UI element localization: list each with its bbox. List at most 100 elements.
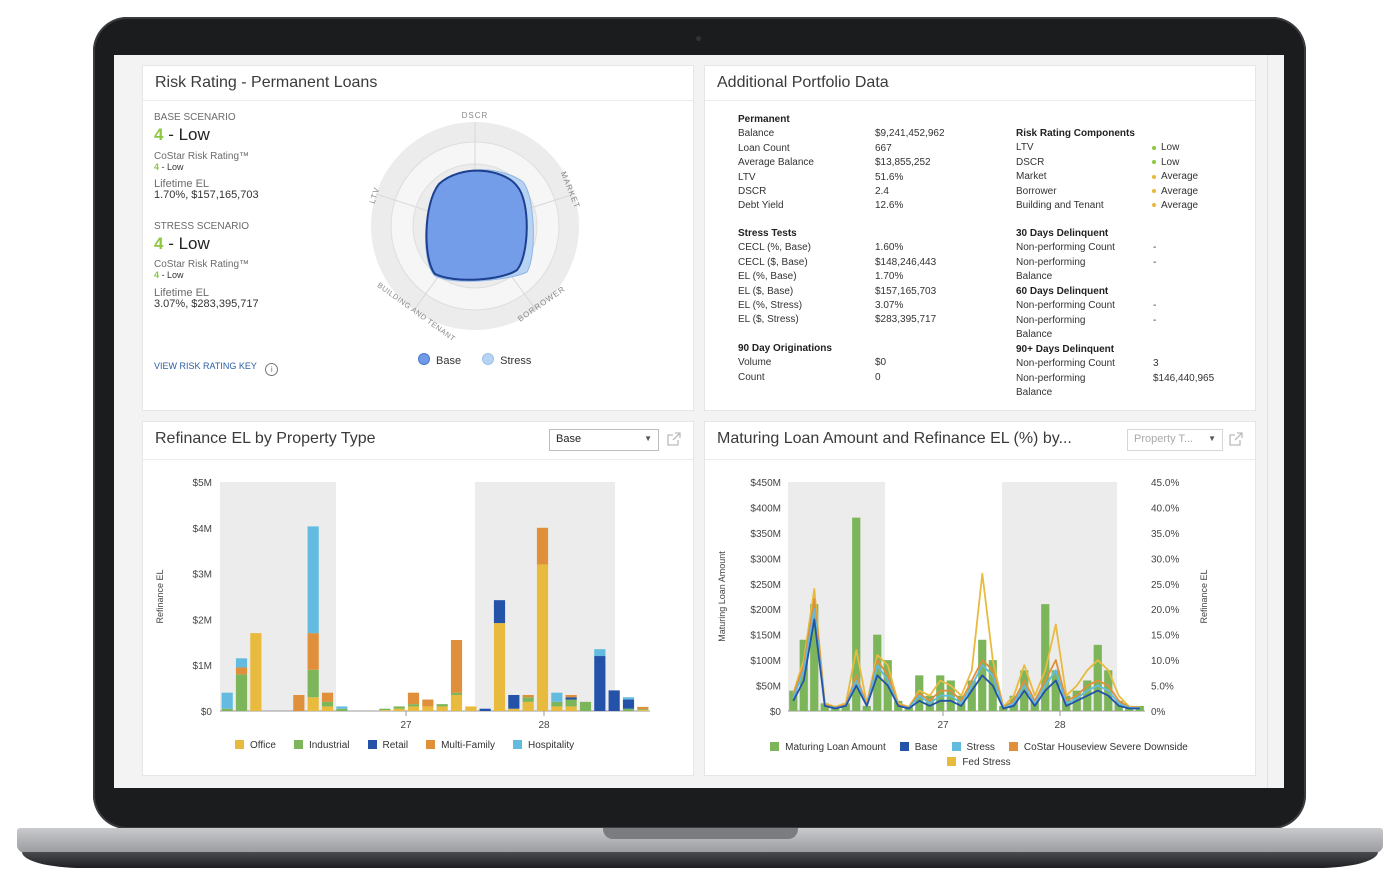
row-label: Balance: [1016, 271, 1053, 283]
base-score: 4 - Low: [154, 125, 210, 144]
row-value: -: [1153, 256, 1157, 268]
bar-segment: [637, 710, 649, 711]
y2-tick-label: 15.0%: [1151, 631, 1179, 642]
legend-item[interactable]: Multi-Family: [426, 740, 495, 751]
y2-tick-label: 40.0%: [1151, 503, 1179, 514]
external-link-icon[interactable]: [1229, 432, 1243, 446]
y-tick-label: $50M: [756, 682, 781, 693]
series-line: [792, 598, 1140, 709]
component-label: Building and Tenant: [1016, 200, 1104, 211]
x-tick-label: 28: [1054, 720, 1066, 731]
legend-item[interactable]: CoStar Houseview Severe Downside: [1008, 740, 1188, 755]
component-rating: Average: [1152, 171, 1198, 182]
y-tick-label: $5M: [193, 478, 212, 489]
refinance-el-legend: Office Industrial Retail Multi-Family Hospit…: [235, 740, 592, 751]
component-rating: Low: [1152, 157, 1179, 168]
component-label: LTV: [1016, 142, 1034, 154]
row-value: $148,246,443: [875, 256, 937, 268]
x-tick-label: 27: [937, 720, 949, 731]
bar-segment: [450, 694, 463, 711]
lifetime-el-label: Lifetime EL: [154, 178, 210, 190]
lifetime-el-value: 1.70%, $157,165,703: [154, 189, 259, 201]
maturing-loan-legend: Maturing Loan Amount Base Stress CoStar Hou…: [751, 740, 1221, 770]
divider: [143, 459, 693, 460]
row-value: $9,241,452,962: [875, 128, 945, 140]
legend-item[interactable]: Office: [235, 740, 276, 751]
bar-segment: [479, 708, 491, 711]
bar-segment: [436, 704, 448, 707]
bar-segment: [422, 706, 434, 711]
panel-title: Maturing Loan Amount and Refinance EL (%…: [717, 430, 1072, 447]
bar: [789, 690, 798, 711]
section-heading: Permanent: [738, 114, 790, 125]
bar-segment: [637, 706, 649, 710]
y-axis-label: Refinance EL: [155, 569, 165, 623]
x-tick-label: 27: [400, 720, 412, 731]
dropdown-value: Base: [556, 433, 582, 445]
maturing-loan-panel: Maturing Loan Amount and Refinance EL (%…: [704, 421, 1256, 776]
bar-segment: [250, 633, 262, 711]
property-type-dropdown[interactable]: Property T... ▼: [1127, 429, 1223, 451]
screen: Risk Rating - Permanent Loans BASE SCENA…: [114, 55, 1284, 788]
row-value: 3: [1153, 358, 1159, 370]
bar: [810, 604, 819, 711]
component-rating: Average: [1152, 186, 1198, 197]
laptop-base-bottom: [22, 852, 1378, 868]
bar-segment: [551, 692, 563, 702]
row-label: Non-performing Count: [1016, 358, 1115, 370]
bar-segment: [393, 706, 405, 709]
legend-swatch: [951, 742, 961, 751]
scroll-rail: [1267, 55, 1268, 788]
series-line: [792, 618, 1140, 710]
legend-item[interactable]: Retail: [367, 740, 408, 751]
y2-tick-label: 5.0%: [1151, 682, 1174, 693]
legend-swatch: [418, 353, 430, 365]
rating-dot-icon: [1152, 174, 1156, 179]
laptop-notch: [603, 828, 798, 839]
bar-segment: [336, 708, 348, 711]
y-tick-label: $200M: [750, 605, 781, 616]
base-scenario-label: BASE SCENARIO: [154, 112, 236, 123]
bar-segment: [622, 697, 635, 700]
scenario-dropdown[interactable]: Base ▼: [549, 429, 659, 451]
info-icon[interactable]: i: [265, 363, 279, 376]
legend-item[interactable]: Industrial: [293, 740, 350, 751]
section-heading: Risk Rating Components: [1016, 128, 1135, 139]
legend-item[interactable]: Base: [899, 740, 938, 755]
component-label: Market: [1016, 171, 1047, 183]
legend-swatch: [293, 740, 303, 749]
bar-segment: [379, 710, 391, 711]
bar-segment: [565, 699, 577, 707]
legend-swatch: [512, 740, 522, 749]
bar-segment: [594, 649, 606, 657]
section-heading: 90 Day Originations: [738, 343, 832, 354]
row-value: 12.6%: [875, 200, 904, 212]
y-tick-label: $150M: [750, 631, 781, 642]
y-tick-label: $4M: [193, 524, 212, 535]
row-value: 0: [875, 371, 881, 383]
portfolio-data-panel: Additional Portfolio Data Permanent Balan…: [704, 65, 1256, 411]
row-label: DSCR: [738, 186, 767, 197]
legend-swatch: [367, 740, 377, 749]
panel-title: Risk Rating - Permanent Loans: [155, 74, 378, 91]
bar-segment: [508, 694, 520, 709]
section-heading: 60 Days Delinquent: [1016, 286, 1109, 297]
legend-item[interactable]: Stress: [951, 740, 995, 755]
legend-item[interactable]: Maturing Loan Amount: [770, 740, 886, 755]
panel-title: Refinance EL by Property Type: [155, 430, 376, 447]
y-tick-label: $0: [770, 707, 782, 718]
bar-segment: [522, 694, 534, 698]
y-tick-label: $400M: [750, 503, 781, 514]
view-risk-rating-key-link[interactable]: VIEW RISK RATING KEY i: [154, 361, 279, 376]
legend-item[interactable]: Hospitality: [512, 740, 574, 751]
legend-item-stress[interactable]: Stress: [482, 353, 531, 367]
external-link-icon[interactable]: [667, 432, 681, 446]
bar-segment: [307, 526, 319, 634]
maturing-loan-chart: $0 $50M $100M $150M $200M $250M $300M $350M $400…: [717, 478, 1209, 731]
bar-segment: [450, 692, 463, 695]
legend-item[interactable]: Fed Stress: [947, 755, 1011, 770]
row-value: 1.60%: [875, 242, 904, 254]
bar-segment: [321, 692, 334, 702]
component-rating: Average: [1152, 200, 1198, 211]
legend-item-base[interactable]: Base: [418, 353, 461, 367]
